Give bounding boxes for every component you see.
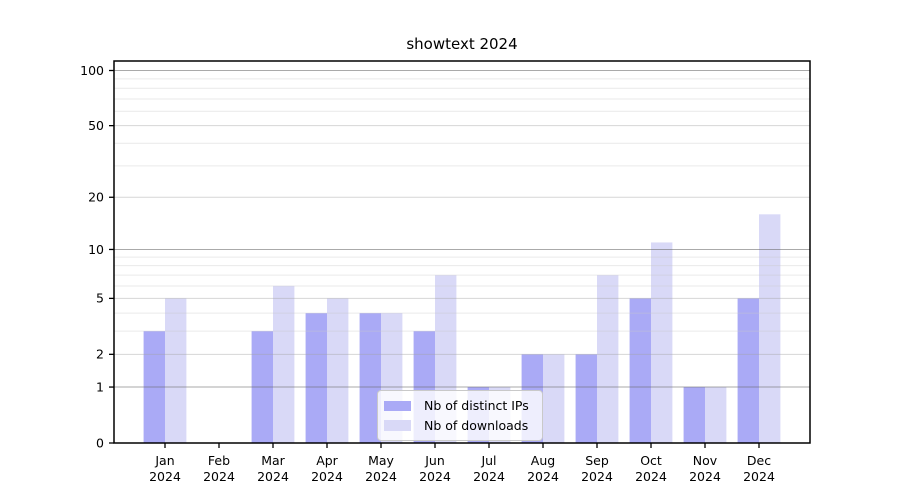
x-tick-label-year: 2024 xyxy=(419,469,451,484)
bar-distinct-ips-dec xyxy=(737,298,759,443)
y-tick-label: 10 xyxy=(88,242,104,257)
bar-downloads-sep xyxy=(597,275,619,443)
x-tick-label-month: Apr xyxy=(316,453,338,468)
x-tick-label-year: 2024 xyxy=(635,469,667,484)
bar-downloads-apr xyxy=(327,298,349,443)
x-tick-label-month: Jul xyxy=(480,453,496,468)
x-tick-label-year: 2024 xyxy=(581,469,613,484)
bar-distinct-ips-apr xyxy=(305,313,327,443)
bar-downloads-jan xyxy=(165,298,187,443)
y-tick-label: 5 xyxy=(96,291,104,306)
x-tick-label-month: Dec xyxy=(747,453,771,468)
x-tick-label-year: 2024 xyxy=(365,469,397,484)
x-tick-label-year: 2024 xyxy=(527,469,559,484)
legend-item-downloads: Nb of downloads xyxy=(384,418,534,433)
x-tick-label-year: 2024 xyxy=(203,469,235,484)
bar-distinct-ips-may xyxy=(359,313,381,443)
x-tick-label-month: May xyxy=(368,453,394,468)
y-tick-label: 20 xyxy=(88,190,104,205)
x-tick-label-month: Jun xyxy=(424,453,445,468)
y-tick-label: 2 xyxy=(96,347,104,362)
bar-downloads-oct xyxy=(651,242,673,443)
legend: Nb of distinct IPs Nb of downloads xyxy=(377,390,543,441)
chart-title: showtext 2024 xyxy=(406,35,518,53)
legend-swatch-downloads xyxy=(384,420,411,431)
x-tick-label-month: Sep xyxy=(585,453,609,468)
bar-downloads-nov xyxy=(705,387,727,443)
bar-distinct-ips-sep xyxy=(575,354,597,443)
x-tick-label-year: 2024 xyxy=(149,469,181,484)
x-tick-label-year: 2024 xyxy=(257,469,289,484)
x-tick-label-month: Aug xyxy=(531,453,555,468)
bar-downloads-mar xyxy=(273,285,295,443)
legend-item-distinct-ips: Nb of distinct IPs xyxy=(384,398,534,413)
y-tick-label: 100 xyxy=(80,63,104,78)
plot-frame xyxy=(113,60,811,444)
bar-distinct-ips-nov xyxy=(683,387,705,443)
x-tick-label-month: Mar xyxy=(261,453,285,468)
legend-label-distinct-ips: Nb of distinct IPs xyxy=(424,398,529,414)
x-tick-label-month: Nov xyxy=(693,453,718,468)
x-tick-label-month: Jan xyxy=(154,453,174,468)
x-tick-label-year: 2024 xyxy=(743,469,775,484)
bar-downloads-aug xyxy=(543,354,565,443)
bar-downloads-dec xyxy=(759,214,781,443)
legend-label-downloads: Nb of downloads xyxy=(424,417,529,433)
x-tick-label-year: 2024 xyxy=(473,469,505,484)
y-tick-label: 1 xyxy=(96,379,104,394)
x-tick-label-year: 2024 xyxy=(311,469,343,484)
x-tick-label-month: Feb xyxy=(208,453,230,468)
legend-swatch-distinct-ips xyxy=(384,400,411,411)
bar-distinct-ips-oct xyxy=(629,298,651,443)
y-tick-label: 50 xyxy=(88,118,104,133)
x-tick-label-year: 2024 xyxy=(689,469,721,484)
x-tick-label-month: Oct xyxy=(640,453,662,468)
y-tick-label: 0 xyxy=(96,435,104,450)
